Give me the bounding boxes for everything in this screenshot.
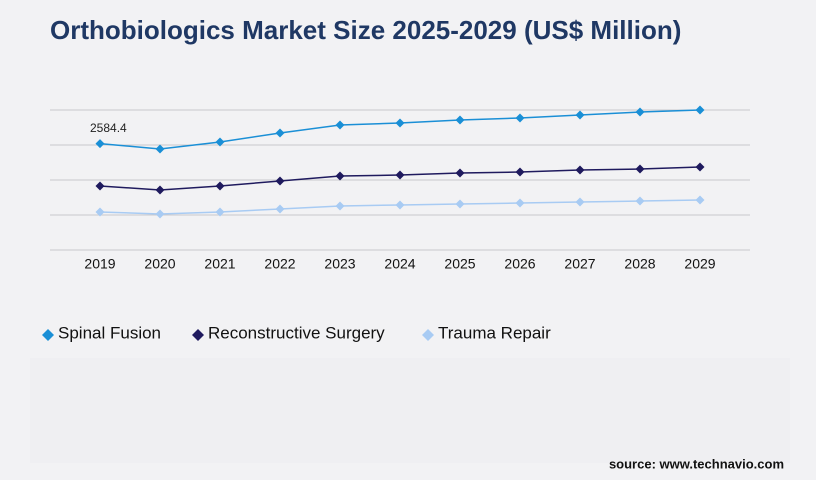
data-point	[515, 113, 525, 123]
data-point	[455, 199, 465, 209]
data-point	[95, 207, 105, 217]
data-label: 2584.4	[90, 121, 127, 135]
data-point	[335, 171, 345, 181]
data-point	[95, 139, 105, 149]
data-point	[215, 207, 225, 217]
data-point	[455, 115, 465, 125]
data-point	[215, 181, 225, 191]
data-point	[575, 165, 585, 175]
data-point	[335, 120, 345, 130]
x-tick-label: 2027	[564, 256, 595, 272]
data-point	[155, 185, 165, 195]
source: source: www.technavio.com	[609, 456, 784, 471]
data-point	[275, 176, 285, 186]
data-point	[215, 137, 225, 147]
x-tick-label: 2021	[204, 256, 235, 272]
data-point	[635, 164, 645, 174]
data-point	[575, 110, 585, 120]
data-point	[95, 181, 105, 191]
chart-title: Orthobiologics Market Size 2025-2029 (US…	[50, 15, 681, 45]
legend-marker	[42, 329, 54, 341]
x-tick-label: 2029	[684, 256, 715, 272]
legend-marker	[192, 329, 204, 341]
data-point	[275, 128, 285, 138]
legend-label: Reconstructive Surgery	[208, 323, 385, 342]
legend-label: Spinal Fusion	[58, 323, 161, 342]
data-point	[515, 167, 525, 177]
panel	[30, 358, 790, 463]
data-point	[155, 144, 165, 154]
data-point	[395, 118, 405, 128]
data-point	[695, 162, 705, 172]
legend-marker	[422, 329, 434, 341]
data-point	[635, 107, 645, 117]
x-tick-label: 2022	[264, 256, 295, 272]
data-point	[695, 195, 705, 205]
x-tick-label: 2019	[84, 256, 115, 272]
x-tick-label: 2026	[504, 256, 535, 272]
x-tick-label: 2028	[624, 256, 655, 272]
data-point	[395, 170, 405, 180]
data-point	[515, 198, 525, 208]
data-point	[635, 196, 645, 206]
legend-label: Trauma Repair	[438, 323, 551, 342]
x-tick-label: 2020	[144, 256, 175, 272]
data-point	[155, 209, 165, 219]
x-tick-label: 2024	[384, 256, 415, 272]
data-point	[335, 201, 345, 211]
data-point	[395, 200, 405, 210]
data-point	[695, 105, 705, 115]
data-point	[275, 204, 285, 214]
data-point	[455, 168, 465, 178]
data-point	[575, 197, 585, 207]
x-tick-label: 2023	[324, 256, 355, 272]
x-tick-label: 2025	[444, 256, 475, 272]
